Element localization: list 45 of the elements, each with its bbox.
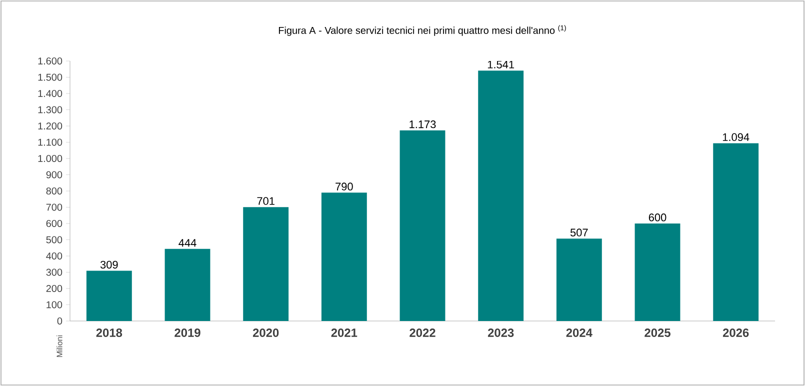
y-tick-label: 1.300 xyxy=(38,106,62,114)
y-tick-label: 500 xyxy=(46,236,62,244)
y-tick-label: 0 xyxy=(57,317,62,325)
data-label: 600 xyxy=(648,214,666,222)
chart-title: Figura A - Valore servizi tecnici nei primi quattro mesi dell'anno $^{(1)}$ xyxy=(278,25,566,36)
bar xyxy=(86,270,132,321)
bar xyxy=(164,248,210,321)
y-tick-label: 200 xyxy=(46,284,62,292)
bar xyxy=(478,70,524,321)
x-tick-label: 2023 xyxy=(488,328,514,338)
x-tick-label: 2026 xyxy=(722,328,749,337)
bar xyxy=(634,224,680,321)
x-tick-label: 2019 xyxy=(174,328,200,337)
y-tick-label: 1.500 xyxy=(38,74,62,81)
data-label: 507 xyxy=(570,228,588,236)
y-tick-label: 1.200 xyxy=(38,122,62,130)
y-tick-label: 400 xyxy=(46,252,62,260)
y-tick-label: 100 xyxy=(46,301,62,308)
x-tick-label: 2020 xyxy=(252,328,279,337)
bar xyxy=(556,238,602,321)
data-label: 444 xyxy=(178,239,196,247)
data-label: 309 xyxy=(100,260,118,269)
x-tick-label: 2021 xyxy=(331,328,358,337)
y-tick-label: 1.600 xyxy=(38,57,62,65)
data-label: 1.173 xyxy=(410,120,436,128)
x-tick-label: 2018 xyxy=(96,328,122,337)
y-tick-label: 800 xyxy=(46,187,62,195)
x-tick-label: 2022 xyxy=(410,328,436,337)
y-tick-label: 1.100 xyxy=(38,138,62,146)
y-tick-label: 1.000 xyxy=(38,154,62,162)
y-tick-label: 1.400 xyxy=(38,90,62,98)
data-label: 790 xyxy=(336,182,353,190)
bar xyxy=(400,130,446,321)
x-tick-label: 2024 xyxy=(566,328,592,337)
x-tick-label: 2025 xyxy=(644,328,670,337)
y-tick-label: 600 xyxy=(46,220,62,228)
y-tick-label: 300 xyxy=(46,268,62,276)
data-label: 1.541 xyxy=(488,60,514,68)
bar xyxy=(713,143,759,321)
data-label: 1.094 xyxy=(722,133,750,142)
bar xyxy=(321,192,367,321)
y-tick-label: 700 xyxy=(46,204,62,211)
y-tick-label: 900 xyxy=(46,171,62,178)
data-label: 701 xyxy=(257,197,274,205)
bar xyxy=(243,207,289,321)
